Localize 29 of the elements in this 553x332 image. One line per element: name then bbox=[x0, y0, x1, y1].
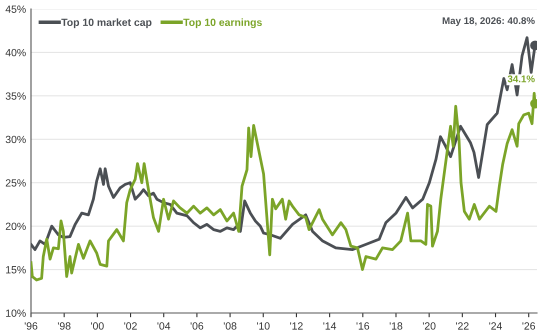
x-tick-label: '00 bbox=[91, 322, 104, 330]
x-tick-label: '24 bbox=[489, 322, 502, 330]
x-tick-label: '18 bbox=[390, 322, 402, 330]
y-tick-label: 45% bbox=[6, 6, 26, 13]
x-tick-label: '08 bbox=[224, 322, 236, 330]
y-tick-label: 40% bbox=[6, 48, 26, 56]
legend-label: Top 10 earnings bbox=[183, 18, 262, 28]
x-tick-label: '20 bbox=[422, 322, 436, 330]
y-tick-label: 15% bbox=[6, 266, 26, 274]
x-tick-label: '26 bbox=[522, 322, 536, 330]
annotation: May 18, 2026: 40.8% bbox=[442, 17, 535, 26]
x-tick-label: '14 bbox=[323, 322, 336, 330]
x-tick-label: '04 bbox=[157, 322, 170, 330]
x-tick-label: '16 bbox=[356, 322, 370, 330]
line-series bbox=[31, 92, 537, 282]
x-tick-label: '22 bbox=[456, 322, 469, 330]
y-tick-label: 20% bbox=[6, 222, 26, 230]
x-tick-label: '98 bbox=[58, 322, 71, 330]
x-tick-label: '10 bbox=[257, 322, 270, 330]
annotation: 34.1% bbox=[508, 75, 535, 82]
x-tick-label: '12 bbox=[290, 322, 303, 330]
legend-label: Top 10 market cap bbox=[61, 18, 152, 28]
x-tick-label: '02 bbox=[124, 322, 137, 330]
y-tick-label: 35% bbox=[6, 92, 26, 100]
x-tick-label: '06 bbox=[190, 322, 204, 330]
y-tick-label: 25% bbox=[6, 179, 26, 187]
y-tick-label: 30% bbox=[6, 136, 26, 144]
y-tick-label: 10% bbox=[6, 310, 26, 317]
x-tick-label: '96 bbox=[24, 322, 38, 330]
